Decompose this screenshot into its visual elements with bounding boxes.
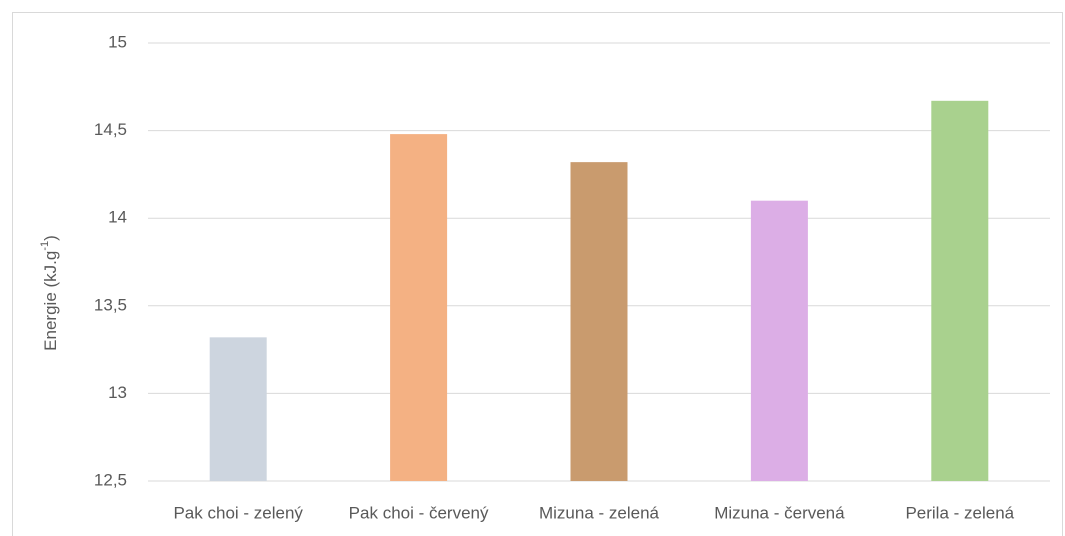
bar xyxy=(931,100,989,481)
x-tick-label: Perila - zelená xyxy=(905,503,1014,522)
y-label-main: Energie (kJ.g xyxy=(41,251,60,351)
y-tick-label: 14,5 xyxy=(94,120,127,139)
y-axis-label: Energie (kJ.g-1) xyxy=(39,235,61,351)
bar xyxy=(209,337,267,481)
y-tick-label: 12,5 xyxy=(94,470,127,489)
bar xyxy=(390,134,448,481)
y-tick-label: 14 xyxy=(108,208,127,227)
y-tick-label: 13 xyxy=(108,383,127,402)
x-tick-label: Mizuna - červená xyxy=(714,503,845,522)
x-tick-label: Pak choi - zelený xyxy=(173,503,303,522)
x-tick-label: Pak choi - červený xyxy=(349,503,489,522)
x-tick-label: Mizuna - zelená xyxy=(539,503,660,522)
bar xyxy=(750,200,808,481)
y-tick-label: 15 xyxy=(108,32,127,51)
bar xyxy=(570,162,628,482)
chart-border xyxy=(12,12,1063,536)
y-tick-label: 13,5 xyxy=(94,295,127,314)
y-label-sup: -1 xyxy=(39,241,51,251)
y-label-end: ) xyxy=(41,235,60,241)
